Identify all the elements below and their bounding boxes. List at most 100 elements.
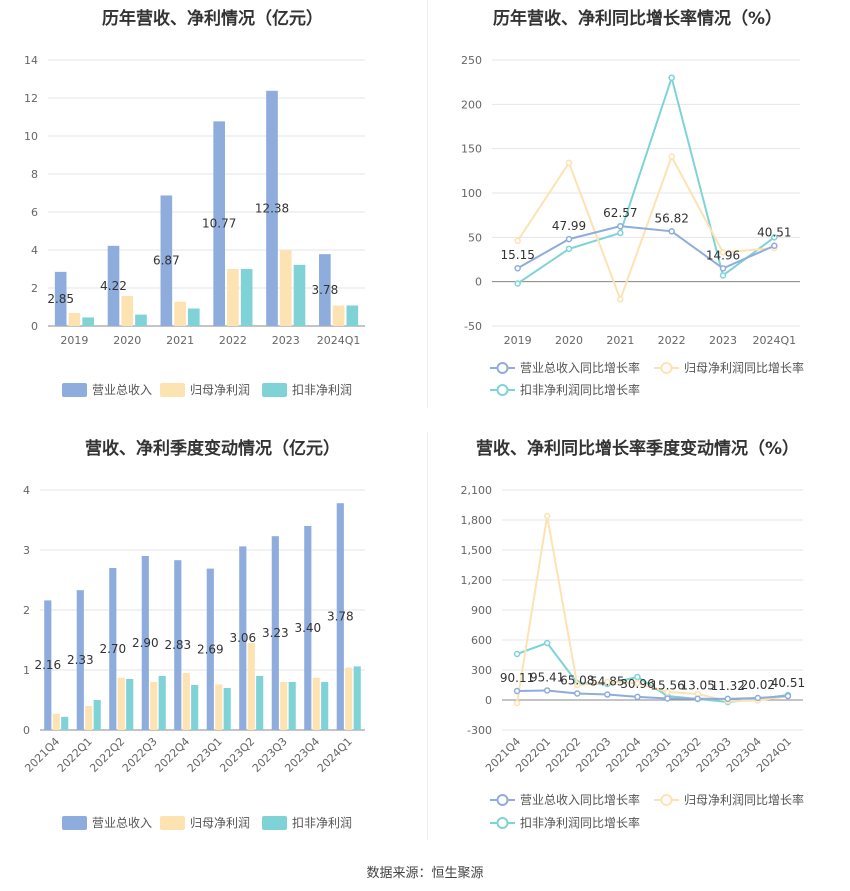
legend-marker xyxy=(496,817,509,829)
legend-swatch xyxy=(262,816,287,830)
legend-swatch xyxy=(160,383,185,397)
quarterly-bar-chart: 012342021Q42022Q12022Q22022Q32022Q42023Q… xyxy=(22,484,365,830)
y-tick-label: 2 xyxy=(31,282,38,295)
line-value-label: 30.96 xyxy=(620,677,654,691)
y-tick-label: 1,500 xyxy=(461,544,493,557)
y-tick-label: 2,100 xyxy=(461,484,493,497)
x-tick-label: 2022Q4 xyxy=(152,735,192,775)
bar xyxy=(223,688,231,730)
y-tick-label: 300 xyxy=(471,664,492,677)
legend-swatch xyxy=(262,383,287,397)
line-value-label: 95.41 xyxy=(530,670,564,684)
bar xyxy=(174,301,186,326)
bar xyxy=(336,503,344,730)
legend-swatch xyxy=(160,816,185,830)
line-value-label: 54.85 xyxy=(590,675,624,689)
y-tick-label: 1 xyxy=(23,664,30,677)
line-value-label: 14.96 xyxy=(706,248,740,262)
x-tick-label: 2021Q4 xyxy=(22,735,62,775)
data-point xyxy=(604,678,611,686)
y-tick-label: 10 xyxy=(24,130,38,143)
series-line xyxy=(517,225,775,270)
bar xyxy=(213,121,225,327)
line-value-label: 15.56 xyxy=(650,678,684,692)
legend-label: 归母净利润 xyxy=(190,383,250,397)
y-tick-label: 900 xyxy=(471,604,492,617)
bar xyxy=(215,684,223,730)
x-tick-label: 2019 xyxy=(60,334,88,347)
bar xyxy=(82,317,94,326)
bar xyxy=(304,526,312,730)
legend-label: 归母净利润同比增长率 xyxy=(684,792,804,807)
data-point xyxy=(634,693,641,701)
data-point xyxy=(724,695,731,703)
x-tick-label: 2022Q1 xyxy=(55,735,95,775)
bar xyxy=(68,313,81,326)
data-point xyxy=(565,235,573,243)
data-point xyxy=(719,249,727,256)
bar xyxy=(256,676,264,730)
y-tick-label: 100 xyxy=(461,187,482,200)
bar xyxy=(182,673,190,730)
data-point xyxy=(664,688,671,696)
data-source: 数据来源：恒生聚源 xyxy=(366,866,484,881)
y-tick-label: 6 xyxy=(31,206,38,219)
bar xyxy=(141,556,149,730)
legend-marker xyxy=(496,384,509,396)
x-tick-label: 2022Q2 xyxy=(87,735,127,775)
legend-label: 扣非净利润 xyxy=(292,383,352,397)
data-point xyxy=(634,673,641,681)
y-tick-label: 200 xyxy=(461,98,482,111)
line-value-label: 47.99 xyxy=(552,219,586,233)
bar xyxy=(158,676,166,730)
bar xyxy=(174,560,182,730)
bar xyxy=(239,546,247,730)
legend-label: 扣非净利润 xyxy=(292,816,352,830)
x-tick-label: 2023 xyxy=(272,334,300,347)
line-value-label: 65.08 xyxy=(560,673,594,687)
y-tick-label: 1,800 xyxy=(461,514,493,527)
bar xyxy=(93,700,101,730)
legend-label: 营业总收入 xyxy=(92,383,152,397)
bar xyxy=(353,666,361,730)
legend-label: 归母净利润 xyxy=(190,816,250,830)
y-tick-label: 12 xyxy=(24,92,38,105)
data-point xyxy=(513,687,521,695)
bar xyxy=(346,305,359,326)
legend-label: 营业总收入 xyxy=(92,816,152,830)
data-point xyxy=(668,153,675,160)
line-value-label: 11.32 xyxy=(711,679,745,693)
y-tick-label: 150 xyxy=(461,143,482,156)
panel-divider xyxy=(427,0,428,408)
bar xyxy=(312,677,320,730)
bar xyxy=(160,195,173,326)
data-point xyxy=(771,242,778,249)
bar xyxy=(279,250,292,326)
bar xyxy=(109,568,117,730)
y-tick-label: 0 xyxy=(475,276,482,289)
bar xyxy=(150,682,158,730)
legend-marker xyxy=(496,794,509,806)
bar xyxy=(240,269,253,326)
data-point xyxy=(617,229,624,237)
bar-value-label: 2.90 xyxy=(132,636,159,650)
legend-marker xyxy=(660,362,673,374)
y-tick-label: 1,200 xyxy=(461,574,493,587)
bar xyxy=(126,679,134,730)
annual-growth-chart: -50 0 50 100 150 200 250 2019 2020 2021 2022 2023 20… xyxy=(461,54,804,397)
x-tick-label: 2024Q1 xyxy=(753,334,797,347)
y-tick-label: 14 xyxy=(24,54,38,67)
bar xyxy=(271,536,279,730)
quarterly-bar-panel: 营收、净利季度变动情况（亿元） 0 1 2 3 4 2021Q4 2022Q1 2022Q2 2… xyxy=(0,430,425,860)
y-tick-label: 3 xyxy=(23,544,30,557)
legend-marker xyxy=(496,362,509,374)
x-tick-label: 2023Q2 xyxy=(217,735,257,775)
bar xyxy=(135,314,147,326)
data-point xyxy=(617,296,624,303)
bar xyxy=(85,706,93,730)
bar-value-label: 10.77 xyxy=(202,217,236,231)
y-tick-label: 8 xyxy=(31,168,38,181)
y-tick-label: 2 xyxy=(23,604,30,617)
x-tick-label: 2020 xyxy=(555,334,583,347)
data-point xyxy=(514,264,521,272)
